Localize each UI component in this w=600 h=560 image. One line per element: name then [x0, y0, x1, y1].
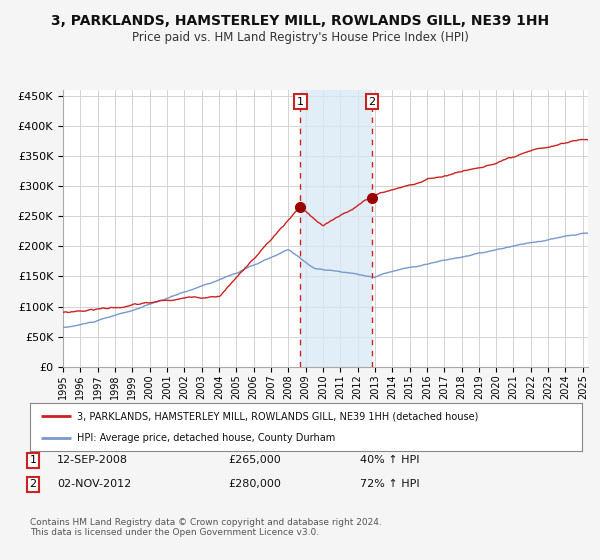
Text: Price paid vs. HM Land Registry's House Price Index (HPI): Price paid vs. HM Land Registry's House …: [131, 31, 469, 44]
Bar: [301, 90, 372, 367]
Text: 2: 2: [368, 97, 376, 106]
Text: 02-NOV-2012: 02-NOV-2012: [57, 479, 131, 489]
Text: 72% ↑ HPI: 72% ↑ HPI: [360, 479, 419, 489]
Text: 3, PARKLANDS, HAMSTERLEY MILL, ROWLANDS GILL, NE39 1HH (detached house): 3, PARKLANDS, HAMSTERLEY MILL, ROWLANDS …: [77, 411, 478, 421]
Text: Contains HM Land Registry data © Crown copyright and database right 2024.
This d: Contains HM Land Registry data © Crown c…: [30, 518, 382, 538]
Text: £265,000: £265,000: [228, 455, 281, 465]
Text: 12-SEP-2008: 12-SEP-2008: [57, 455, 128, 465]
Text: 3, PARKLANDS, HAMSTERLEY MILL, ROWLANDS GILL, NE39 1HH: 3, PARKLANDS, HAMSTERLEY MILL, ROWLANDS …: [51, 14, 549, 28]
Text: 1: 1: [297, 97, 304, 106]
Text: 1: 1: [29, 455, 37, 465]
Text: HPI: Average price, detached house, County Durham: HPI: Average price, detached house, Coun…: [77, 433, 335, 443]
Text: £280,000: £280,000: [228, 479, 281, 489]
Text: 2: 2: [29, 479, 37, 489]
Text: 40% ↑ HPI: 40% ↑ HPI: [360, 455, 419, 465]
